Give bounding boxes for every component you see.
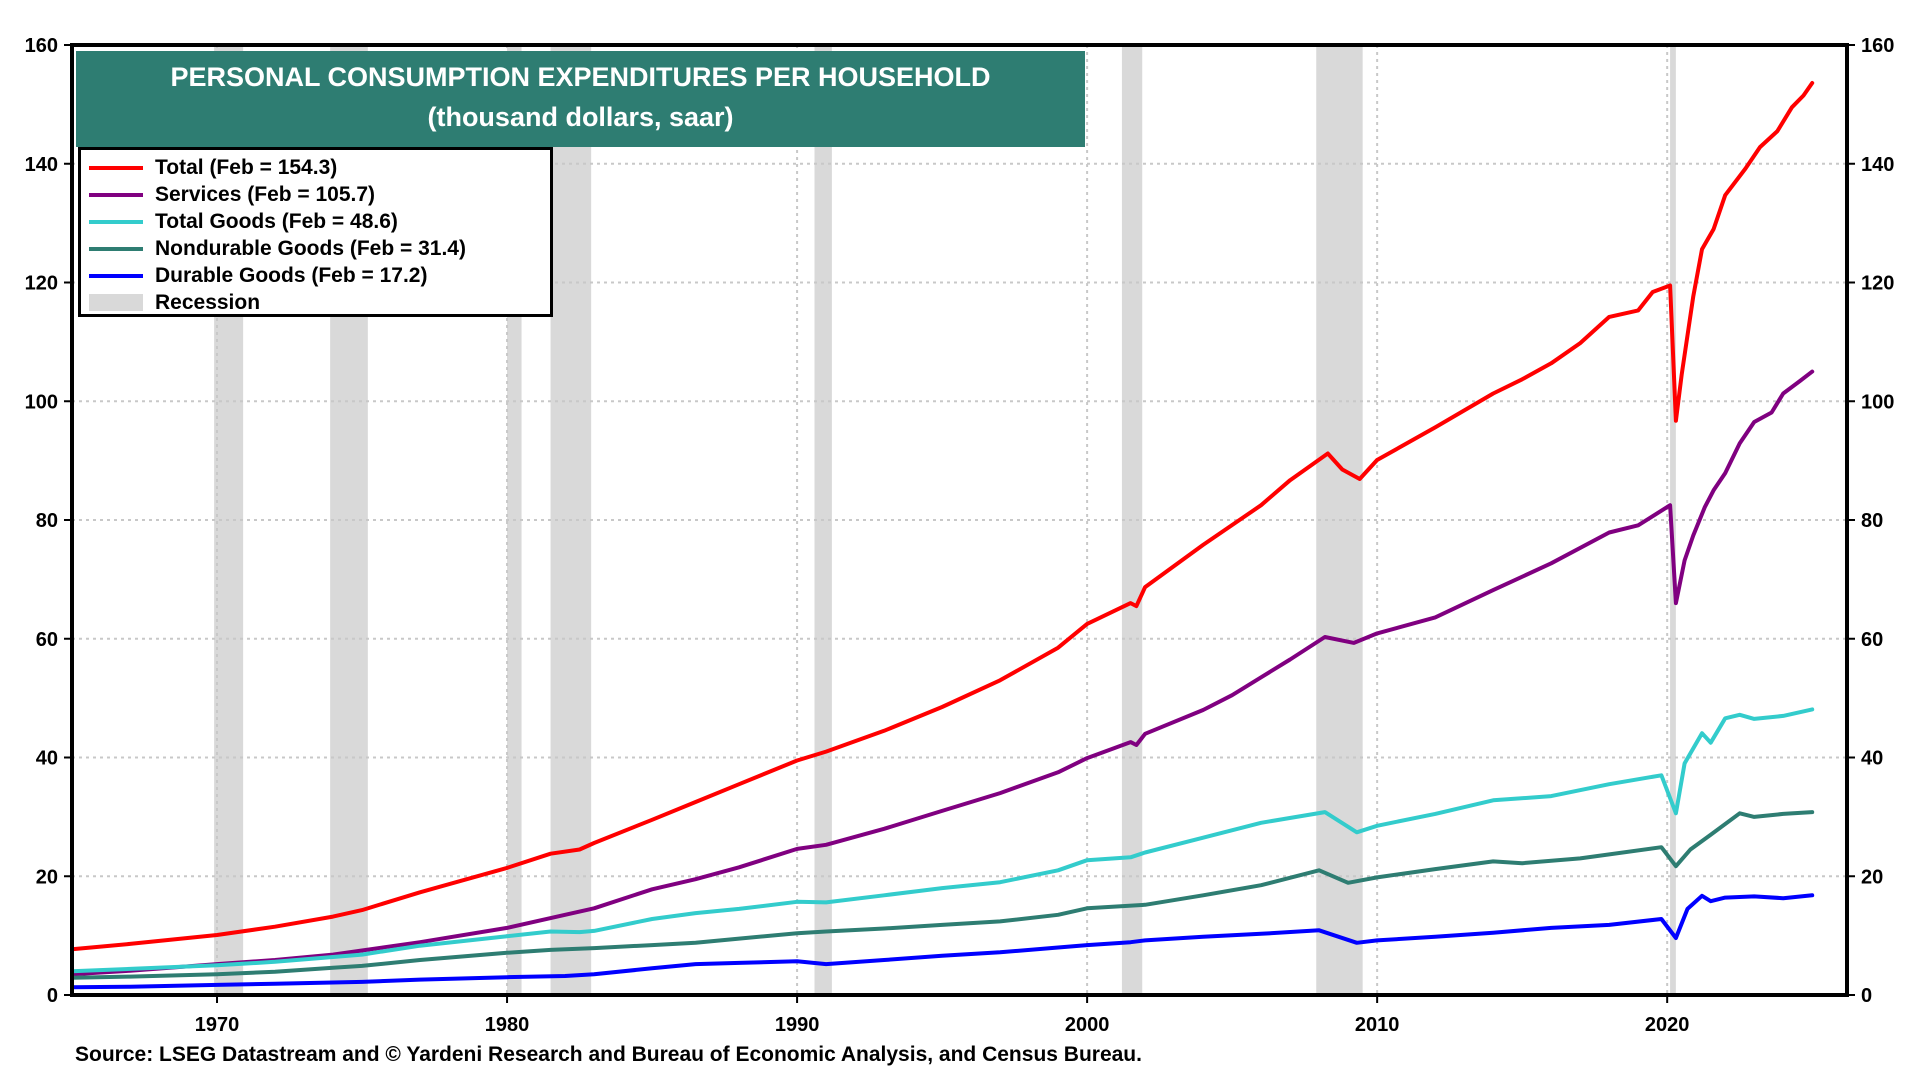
chart-title: PERSONAL CONSUMPTION EXPENDITURES PER HO…: [170, 62, 991, 92]
y-tick-label-left: 100: [25, 391, 58, 413]
y-tick-label-right: 20: [1861, 866, 1883, 888]
series-line-2: [70, 707, 1815, 974]
legend-item-nondurable-goods: Nondurable Goods (Feb = 31.4): [89, 235, 550, 262]
y-tick-label-left: 120: [25, 273, 58, 295]
recession-band: [1670, 45, 1676, 995]
y-tick-label-left: 140: [25, 154, 58, 176]
x-tick-label: 1980: [485, 1014, 530, 1036]
legend-label: Total (Feb = 154.3): [155, 155, 338, 179]
y-tick-label-right: 60: [1861, 629, 1883, 651]
legend-item-total: Total (Feb = 154.3): [89, 154, 550, 181]
legend-swatch-recession: [89, 294, 143, 311]
y-tick-label-right: 160: [1861, 35, 1894, 57]
y-tick-label-right: 140: [1861, 154, 1894, 176]
series-line-0: [70, 81, 1815, 952]
y-tick-label-left: 0: [47, 985, 58, 1007]
legend-label: Durable Goods (Feb = 17.2): [155, 263, 428, 287]
legend-swatch-total: [89, 165, 143, 170]
series-line-1: [70, 369, 1815, 977]
legend-item-total-goods: Total Goods (Feb = 48.6): [89, 208, 550, 235]
source-note: Source: LSEG Datastream and © Yardeni Re…: [75, 1043, 1142, 1066]
y-tick-label-right: 80: [1861, 510, 1883, 532]
legend-label: Recession: [155, 290, 261, 314]
x-tick-label: 2010: [1355, 1014, 1400, 1036]
legend-swatch-total-goods: [89, 219, 143, 224]
series-line-3: [70, 810, 1815, 980]
chart-title-box: PERSONAL CONSUMPTION EXPENDITURES PER HO…: [76, 51, 1085, 147]
x-tick-label: 2020: [1645, 1014, 1690, 1036]
legend-swatch-services: [89, 192, 143, 197]
y-tick-label-left: 160: [25, 35, 58, 57]
y-tick-label-right: 120: [1861, 273, 1894, 295]
y-tick-label-left: 40: [36, 748, 58, 770]
legend-label: Services (Feb = 105.7): [155, 182, 376, 206]
series-line-4: [70, 893, 1815, 990]
y-tick-label-right: 100: [1861, 391, 1894, 413]
legend: Total (Feb = 154.3) Services (Feb = 105.…: [78, 147, 553, 317]
y-tick-label-right: 0: [1861, 985, 1872, 1007]
y-tick-label-left: 60: [36, 629, 58, 651]
legend-item-durable-goods: Durable Goods (Feb = 17.2): [89, 262, 550, 289]
legend-item-services: Services (Feb = 105.7): [89, 181, 550, 208]
legend-swatch-nondurable-goods: [89, 246, 143, 251]
y-tick-label-right: 40: [1861, 748, 1883, 770]
series-lines: [70, 81, 1815, 990]
legend-label: Total Goods (Feb = 48.6): [155, 209, 398, 233]
y-tick-label-left: 20: [36, 866, 58, 888]
x-tick-label: 2000: [1065, 1014, 1110, 1036]
y-tick-label-left: 80: [36, 510, 58, 532]
axes: [64, 43, 1855, 1003]
legend-label: Nondurable Goods (Feb = 31.4): [155, 236, 466, 260]
legend-swatch-durable-goods: [89, 273, 143, 278]
chart-subtitle: (thousand dollars, saar): [427, 102, 734, 132]
x-tick-label: 1970: [195, 1014, 240, 1036]
x-tick-label: 1990: [775, 1014, 820, 1036]
legend-item-recession: Recession: [89, 289, 550, 316]
